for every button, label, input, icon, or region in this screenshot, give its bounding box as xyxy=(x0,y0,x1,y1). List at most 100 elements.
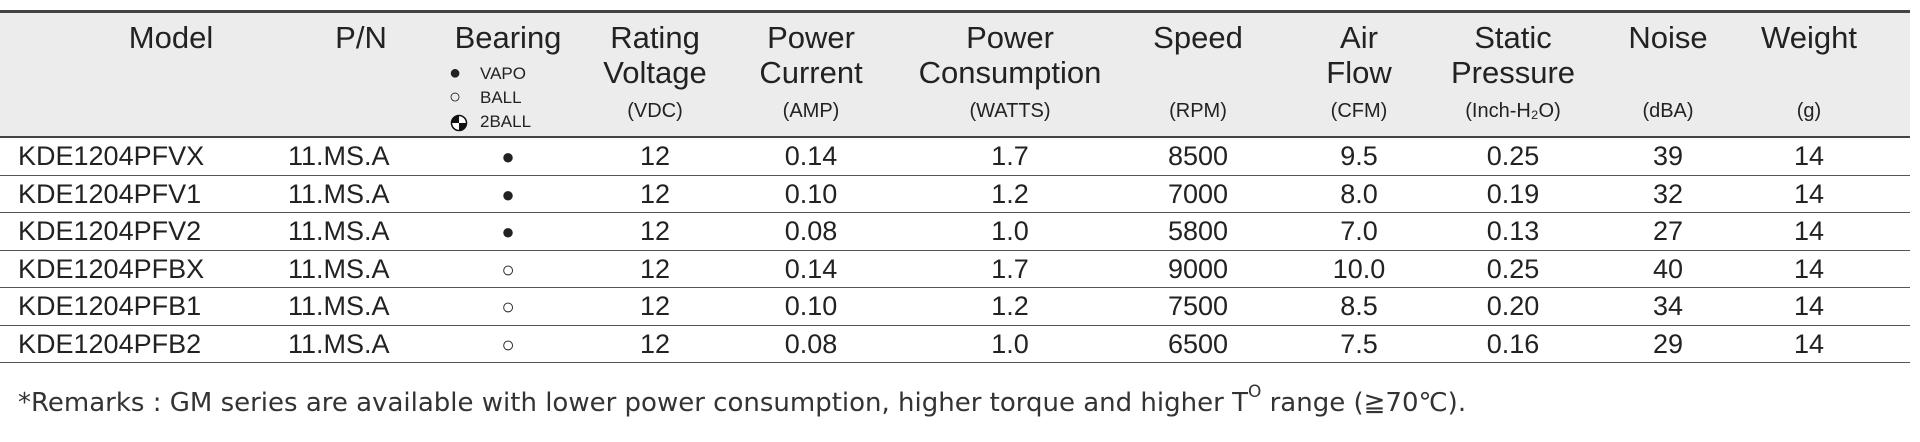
table-cell: KDE1204PFV1 xyxy=(18,178,202,209)
column-title: Speed xyxy=(1153,20,1243,55)
legend-icon xyxy=(450,114,468,132)
table-cell: 0.13 xyxy=(1486,216,1540,246)
table-cell: 12 xyxy=(639,178,671,209)
table-cell: 11.MS.A xyxy=(288,216,390,246)
column-title: Rating xyxy=(610,20,700,55)
table-cell: 1.7 xyxy=(991,253,1029,284)
table-cell: 1.2 xyxy=(991,291,1029,321)
table-cell: 27 xyxy=(1652,216,1684,246)
table-cell: 0.10 xyxy=(784,291,838,321)
table-cell: 14 xyxy=(1793,253,1825,284)
table-cell: 9000 xyxy=(1167,253,1229,284)
table-cell: 1.7 xyxy=(991,141,1029,171)
column-unit: (CFM) xyxy=(1330,100,1388,122)
bearing-symbol: ○ xyxy=(501,294,515,319)
table-cell: 11.MS.A xyxy=(288,253,390,284)
bearing-symbol: ● xyxy=(501,144,515,169)
column-unit: (RPM) xyxy=(1169,100,1227,122)
column-unit: (Inch-H₂O) xyxy=(1465,100,1561,122)
column-title: Noise xyxy=(1628,20,1708,55)
table-cell: 9.5 xyxy=(1340,141,1378,171)
table-cell: 29 xyxy=(1652,328,1684,359)
table-cell: 39 xyxy=(1652,141,1684,171)
table-cell: 0.20 xyxy=(1486,291,1540,321)
column-title: Pressure xyxy=(1450,55,1576,90)
table-cell: 11.MS.A xyxy=(288,178,390,209)
table-cell: 0.25 xyxy=(1486,141,1540,171)
column-unit: (WATTS) xyxy=(969,100,1051,122)
column-title: P/N xyxy=(335,20,387,55)
table-cell: 12 xyxy=(639,291,671,321)
table-cell: 32 xyxy=(1652,178,1684,209)
table-cell: 8.5 xyxy=(1340,291,1378,321)
legend-label: VAPO xyxy=(480,64,526,83)
column-unit: (dBA) xyxy=(1642,100,1694,122)
table-cell: 12 xyxy=(639,216,671,246)
table-cell: 1.0 xyxy=(991,328,1029,359)
remark-text: *Remarks : GM series are available with … xyxy=(18,388,1248,418)
column-unit: (VDC) xyxy=(627,100,683,122)
table-cell: 8500 xyxy=(1167,141,1229,171)
row-divider xyxy=(0,362,1910,363)
table-cell: 34 xyxy=(1652,291,1684,321)
table-cell: 0.14 xyxy=(784,141,838,171)
legend-icon: ● xyxy=(449,62,462,84)
bearing-symbol: ○ xyxy=(501,256,515,282)
table-cell: 40 xyxy=(1652,253,1684,284)
column-title: Bearing xyxy=(454,20,562,55)
table-cell: 11.MS.A xyxy=(288,141,390,171)
table-cell: 7500 xyxy=(1167,291,1229,321)
table-cell: 8.0 xyxy=(1340,178,1378,209)
table-cell: KDE1204PFBX xyxy=(18,253,205,284)
table-cell: 0.25 xyxy=(1486,253,1540,284)
table-cell: 1.2 xyxy=(991,178,1029,209)
table-cell: 0.08 xyxy=(784,328,838,359)
table-cell: 10.0 xyxy=(1332,253,1386,284)
column-title: Model xyxy=(128,20,214,55)
row-divider xyxy=(0,174,1910,176)
bearing-symbol: ● xyxy=(501,219,515,244)
table-cell: 14 xyxy=(1793,328,1825,359)
column-title: Power xyxy=(767,20,855,55)
column-title: Consumption xyxy=(918,55,1102,90)
column-unit: (AMP) xyxy=(782,100,840,122)
column-title: Weight xyxy=(1761,20,1857,55)
table-cell: 11.MS.A xyxy=(288,291,390,321)
table-cell: 0.19 xyxy=(1486,178,1540,209)
legend-label: 2BALL xyxy=(480,112,532,131)
table-cell: 0.16 xyxy=(1486,328,1540,359)
column-unit: (g) xyxy=(1796,100,1822,122)
bearing-symbol: ○ xyxy=(501,331,515,357)
table-cell: KDE1204PFB1 xyxy=(18,291,202,321)
table-cell: 14 xyxy=(1793,178,1825,209)
table-cell: 14 xyxy=(1793,216,1825,246)
table-cell: 11.MS.A xyxy=(288,328,390,359)
table-cell: 6500 xyxy=(1167,328,1229,359)
table-cell: 0.14 xyxy=(784,253,838,284)
table-cell: 0.08 xyxy=(784,216,838,246)
column-title: Power xyxy=(966,20,1054,55)
table-cell: 12 xyxy=(639,328,671,359)
table-cell: 14 xyxy=(1793,291,1825,321)
table-cell: KDE1204PFV2 xyxy=(18,216,202,246)
table-cell: 1.0 xyxy=(991,216,1029,246)
column-title: Voltage xyxy=(603,55,707,90)
legend-icon: ○ xyxy=(449,86,462,108)
table-cell: 7000 xyxy=(1167,178,1229,209)
row-divider xyxy=(0,249,1910,251)
row-divider xyxy=(0,287,1910,288)
column-title: Static xyxy=(1474,20,1552,55)
table-cell: 0.10 xyxy=(784,178,838,209)
header-band xyxy=(0,10,1910,138)
table-cell: KDE1204PFVX xyxy=(18,141,205,171)
bearing-symbol: ● xyxy=(501,181,515,207)
table-cell: 12 xyxy=(639,253,671,284)
table-cell: 7.0 xyxy=(1340,216,1378,246)
column-title: Air xyxy=(1340,20,1378,55)
column-title: Flow xyxy=(1326,55,1392,90)
legend-label: BALL xyxy=(480,88,522,107)
table-cell: KDE1204PFB2 xyxy=(18,328,202,359)
table-cell: 14 xyxy=(1793,141,1825,171)
table-cell: 5800 xyxy=(1167,216,1229,246)
